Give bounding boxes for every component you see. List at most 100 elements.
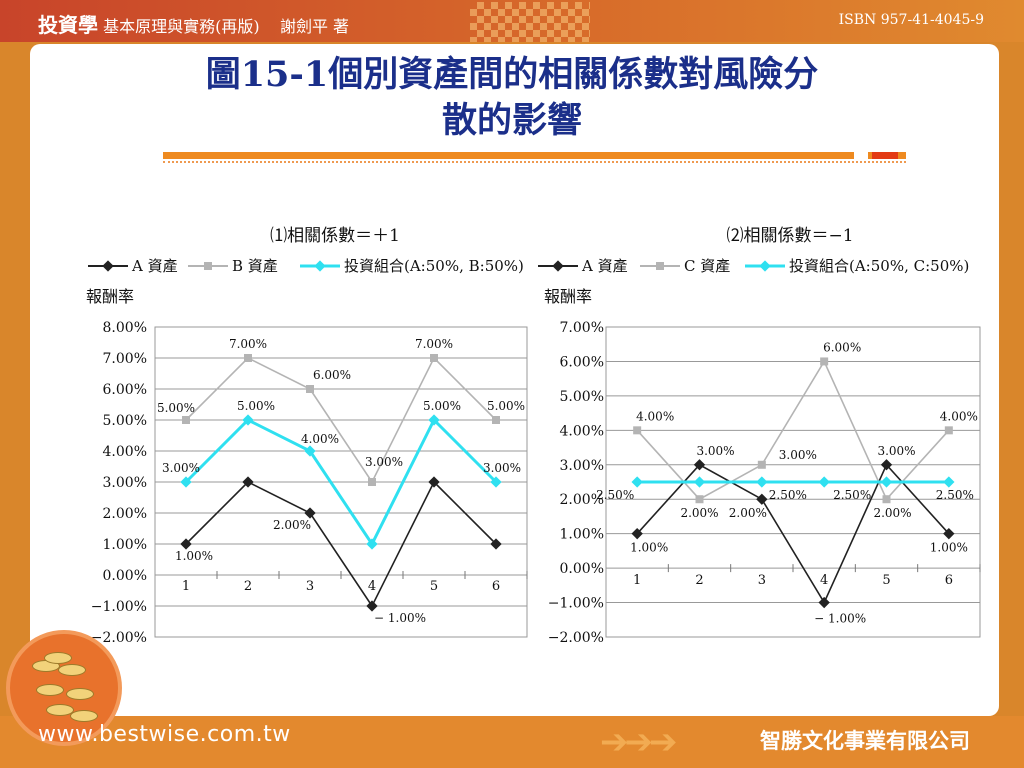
x-tick-label: 6	[492, 579, 500, 594]
data-label: − 1.00%	[814, 612, 866, 626]
data-label: 7.00%	[415, 337, 453, 351]
data-point	[944, 426, 953, 435]
data-point	[428, 476, 440, 488]
book-title: 投資學 基本原理與實務(再版) 謝劍平 著	[38, 9, 349, 38]
series-line	[184, 417, 498, 547]
data-point	[820, 357, 829, 366]
legend-marker	[656, 262, 664, 270]
data-point	[492, 416, 500, 424]
y-tick-label: 5.00%	[560, 389, 604, 405]
data-label: 3.00%	[877, 444, 915, 458]
data-point	[490, 538, 502, 550]
data-label: − 1.00%	[374, 611, 426, 625]
data-point	[818, 596, 830, 609]
legend-label: 投資組合(A:50%, B:50%)	[344, 257, 524, 275]
data-point	[695, 495, 704, 504]
chart-title: ⑵相關係數＝−1	[726, 226, 853, 246]
data-label: 1.00%	[175, 549, 213, 563]
data-point	[242, 476, 254, 488]
y-tick-label: −2.00%	[91, 630, 147, 646]
data-point	[306, 385, 314, 393]
x-tick-label: 5	[430, 579, 438, 594]
y-axis-label: 報酬率	[544, 287, 592, 306]
legend-label: B 資產	[232, 257, 278, 275]
y-tick-label: 2.00%	[103, 506, 147, 522]
data-label: 4.00%	[301, 432, 339, 446]
x-tick-label: 2	[244, 579, 252, 594]
series-line	[185, 480, 497, 608]
data-label: 3.00%	[779, 448, 817, 462]
y-tick-label: −1.00%	[91, 599, 147, 615]
y-tick-label: 1.00%	[103, 537, 147, 553]
data-label: 4.00%	[940, 409, 978, 423]
data-point	[880, 476, 893, 488]
data-label: 2.00%	[273, 518, 311, 532]
data-label: 7.00%	[229, 337, 267, 351]
x-tick-label: 4	[820, 573, 828, 588]
data-point	[490, 476, 502, 488]
y-tick-label: 1.00%	[560, 527, 604, 543]
data-point	[180, 476, 192, 488]
y-tick-label: 3.00%	[560, 458, 604, 474]
data-label: 2.50%	[596, 488, 634, 502]
y-tick-label: 0.00%	[560, 561, 604, 577]
data-point	[693, 476, 706, 488]
data-point	[368, 478, 376, 486]
y-axis-label: 報酬率	[86, 287, 134, 306]
data-label: 3.00%	[483, 461, 521, 475]
title-underline	[163, 152, 906, 159]
data-point	[180, 538, 192, 550]
data-label: 2.00%	[729, 506, 767, 520]
x-tick-label: 3	[306, 579, 314, 594]
footer-url[interactable]: www.bestwise.com.tw	[38, 722, 291, 747]
isbn: ISBN 957-41-4045-9	[838, 12, 984, 28]
header-decoration	[470, 2, 590, 42]
data-point	[244, 354, 252, 362]
series-line	[636, 463, 950, 605]
author: 謝劍平 著	[279, 17, 350, 36]
y-tick-label: 6.00%	[103, 382, 147, 398]
y-tick-label: 0.00%	[103, 568, 147, 584]
book-subtitle: 基本原理與實務(再版)	[103, 17, 260, 36]
data-point	[242, 414, 254, 426]
x-tick-label: 2	[695, 573, 703, 588]
y-tick-label: 8.00%	[103, 320, 147, 336]
y-tick-label: 5.00%	[103, 413, 147, 429]
publisher-name: 智勝文化事業有限公司	[760, 729, 970, 753]
legend-marker	[552, 260, 564, 272]
data-label: 1.00%	[930, 541, 968, 555]
data-point	[430, 354, 438, 362]
data-label: 2.50%	[833, 488, 871, 502]
data-point	[693, 459, 706, 471]
data-point	[182, 416, 190, 424]
legend-marker	[204, 262, 212, 270]
data-label: 5.00%	[237, 399, 275, 413]
legend-label: A 資產	[131, 257, 178, 275]
y-tick-label: 7.00%	[560, 320, 604, 336]
data-label: 2.00%	[680, 506, 718, 520]
data-label: 5.00%	[423, 399, 461, 413]
title-dotted-rule	[163, 161, 906, 163]
data-label: 2.50%	[936, 488, 974, 502]
data-point	[366, 538, 378, 550]
data-label: 4.00%	[636, 409, 674, 423]
x-tick-label: 5	[882, 573, 890, 588]
x-tick-label: 3	[758, 573, 766, 588]
legend-marker	[102, 260, 114, 272]
data-label: 5.00%	[487, 399, 525, 413]
y-tick-label: 2.00%	[560, 492, 604, 508]
app-title: 投資學	[38, 13, 98, 37]
data-point	[633, 426, 642, 435]
slide-title-line1: 圖15-1個別資產間的相關係數對風險分	[205, 54, 819, 95]
y-tick-label: −1.00%	[548, 596, 604, 612]
data-point	[304, 507, 316, 519]
slide-title-line2: 散的影響	[441, 100, 582, 141]
data-label: 1.00%	[630, 541, 668, 555]
data-point	[428, 414, 440, 426]
chart-title: ⑴相關係數＝＋1	[270, 226, 400, 246]
slide-title: 圖15-1個別資產間的相關係數對風險分 散的影響	[0, 52, 1024, 144]
data-point	[756, 493, 768, 505]
data-label: 6.00%	[313, 368, 351, 382]
legend-label: A 資產	[581, 257, 628, 275]
x-tick-label: 4	[368, 579, 376, 594]
